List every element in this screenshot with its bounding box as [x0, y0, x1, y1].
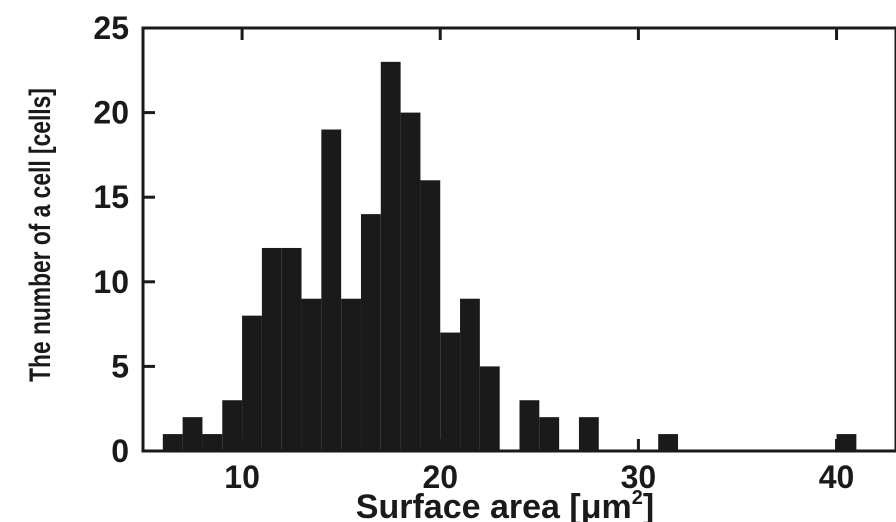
histogram-bar	[242, 316, 262, 451]
y-axis-label: The number of a cell [cells]	[23, 88, 57, 382]
y-tick-label: 0	[111, 433, 129, 469]
histogram-bar	[480, 366, 500, 451]
histogram-bar	[658, 434, 678, 451]
histogram-bar	[302, 299, 322, 451]
x-tick-label: 40	[819, 459, 855, 495]
histogram-bar	[163, 434, 183, 451]
histogram-bar	[401, 113, 421, 451]
x-axis-label-sup: 2	[632, 487, 643, 509]
histogram-bars	[163, 62, 857, 451]
x-tick-label: 10	[224, 459, 260, 495]
histogram-bar	[341, 299, 361, 451]
histogram-bar	[282, 248, 302, 451]
histogram-bar	[361, 214, 381, 451]
histogram-bar	[539, 417, 559, 451]
y-tick-label: 20	[93, 95, 129, 131]
histogram-bar	[460, 299, 480, 451]
histogram-bar	[440, 333, 460, 451]
histogram-bar	[520, 400, 540, 451]
histogram-bar	[420, 180, 440, 451]
y-tick-label: 10	[93, 264, 129, 300]
histogram-bar	[381, 62, 401, 451]
x-axis-label: Surface area [μm2]	[356, 487, 654, 522]
y-tick-label: 15	[93, 179, 129, 215]
y-tick-label: 5	[111, 348, 129, 384]
histogram-bar	[202, 434, 222, 451]
histogram-bar	[183, 417, 203, 451]
histogram-bar	[321, 130, 341, 451]
histogram-bar	[579, 417, 599, 451]
histogram-bar	[262, 248, 282, 451]
histogram-bar	[222, 400, 242, 451]
x-axis-label-main: Surface area [μm	[356, 488, 632, 522]
histogram-bar	[837, 434, 857, 451]
y-tick-label: 25	[93, 10, 129, 46]
x-axis-label-suffix: ]	[643, 488, 654, 522]
